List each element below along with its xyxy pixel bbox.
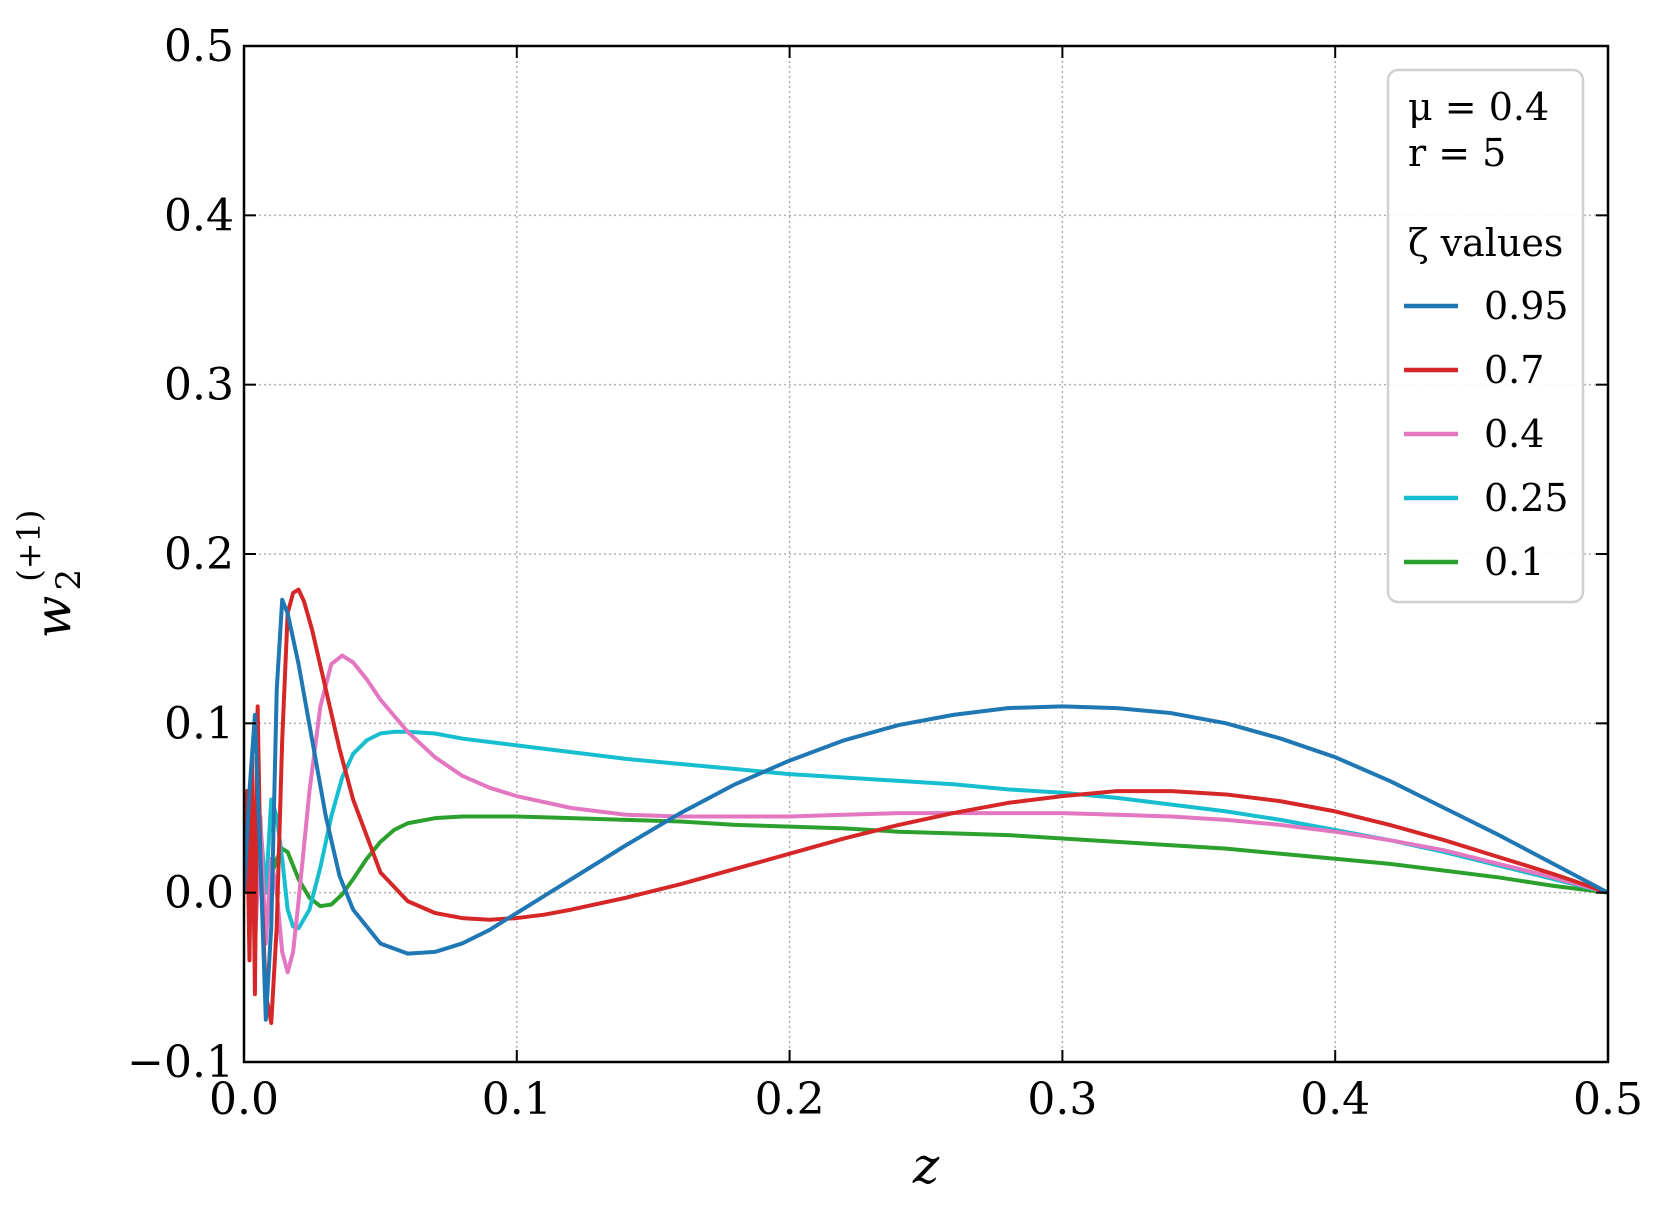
y-axis-title-superscript: (+1) — [10, 510, 48, 582]
y-axis-title-base: w — [24, 596, 82, 639]
y-tick-label: 0.1 — [164, 698, 234, 749]
series-line-0.95 — [244, 597, 1608, 1022]
series-line-0.25 — [244, 729, 1608, 931]
legend-label-0.95: 0.95 — [1484, 284, 1569, 328]
legend: μ = 0.4 r = 5 ζ values 0.95 0.7 0.4 0.25 0.1 — [1386, 68, 1585, 604]
x-tick-label: 0.0 — [209, 1074, 279, 1125]
grid-layer — [244, 46, 1608, 1062]
series-layer — [244, 587, 1608, 1026]
legend-label-0.1: 0.1 — [1484, 540, 1544, 584]
x-tick-label: 0.1 — [482, 1074, 552, 1125]
legend-label-0.25: 0.25 — [1484, 476, 1569, 520]
series-line-0.7 — [244, 587, 1608, 1026]
legend-box — [1386, 68, 1585, 604]
x-tick-label: 0.3 — [1027, 1074, 1097, 1125]
y-tick-label: 0.4 — [164, 190, 234, 241]
series-line-0.1 — [244, 814, 1608, 909]
y-tick-label: 0.5 — [164, 21, 234, 72]
series-line-0.4 — [244, 653, 1608, 975]
legend-param-mu: μ = 0.4 — [1408, 85, 1549, 129]
ticks-layer: 0.0 0.1 0.2 0.3 0.4 0.5−0.10.00.10.20.30.40.5 — [127, 21, 1643, 1125]
legend-title: ζ values — [1408, 221, 1563, 265]
y-tick-label: 0.0 — [164, 868, 234, 919]
x-tick-label: 0.5 — [1573, 1074, 1643, 1125]
legend-entries: 0.95 0.7 0.4 0.25 0.1 — [1404, 284, 1569, 584]
legend-label-0.7: 0.7 — [1484, 348, 1544, 392]
y-tick-label: −0.1 — [127, 1037, 234, 1088]
y-tick-label: 0.3 — [164, 360, 234, 411]
x-axis-title: z — [912, 1137, 940, 1195]
x-tick-label: 0.2 — [755, 1074, 825, 1125]
legend-param-r: r = 5 — [1408, 131, 1506, 175]
y-tick-label: 0.2 — [164, 529, 234, 580]
y-axis-title-subscript: 2 — [49, 569, 89, 591]
y-axis-title: w 2 (+1) — [10, 510, 89, 639]
svg-text:w 2 (+1): w 2 (+1) — [10, 510, 89, 639]
legend-label-0.4: 0.4 — [1484, 412, 1544, 456]
x-tick-label: 0.4 — [1300, 1074, 1370, 1125]
